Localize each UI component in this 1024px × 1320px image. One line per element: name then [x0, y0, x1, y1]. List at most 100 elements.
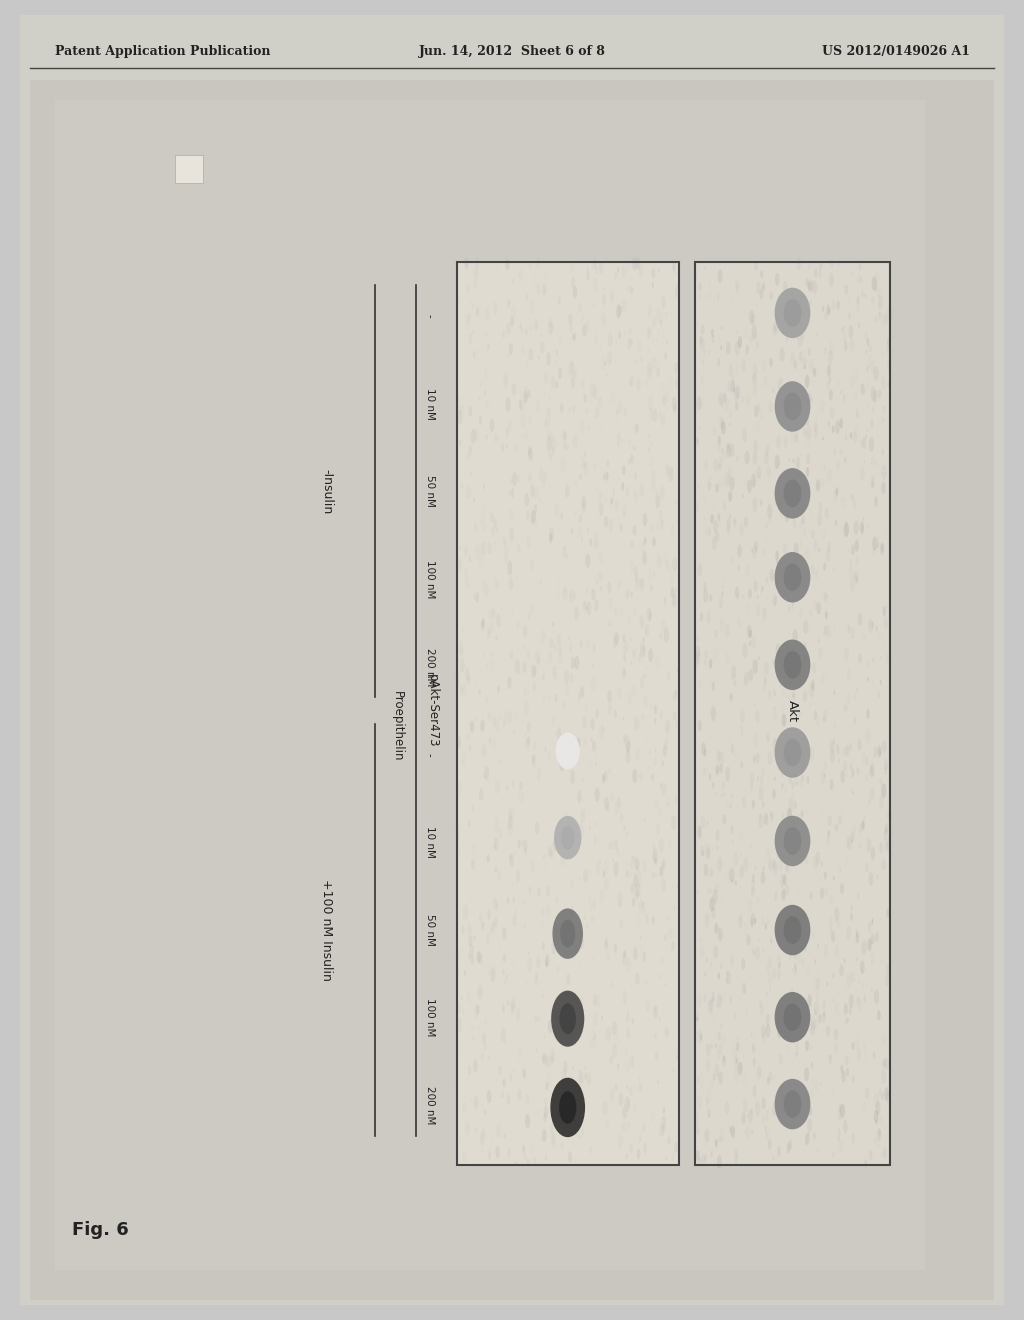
Ellipse shape — [777, 1146, 781, 1156]
Ellipse shape — [468, 445, 472, 455]
Ellipse shape — [646, 665, 647, 669]
Ellipse shape — [834, 449, 836, 455]
Ellipse shape — [759, 939, 760, 942]
Ellipse shape — [616, 796, 622, 809]
Ellipse shape — [829, 407, 835, 420]
Ellipse shape — [828, 341, 834, 355]
Ellipse shape — [570, 1035, 572, 1039]
Ellipse shape — [705, 843, 710, 858]
Ellipse shape — [627, 1122, 630, 1131]
Ellipse shape — [794, 800, 797, 809]
Ellipse shape — [549, 850, 552, 858]
Ellipse shape — [804, 364, 806, 370]
Ellipse shape — [842, 326, 844, 333]
Ellipse shape — [499, 715, 501, 719]
Ellipse shape — [760, 271, 763, 277]
Ellipse shape — [852, 791, 853, 795]
Ellipse shape — [523, 663, 527, 672]
Ellipse shape — [567, 746, 568, 750]
Ellipse shape — [600, 347, 601, 351]
Ellipse shape — [620, 919, 623, 929]
Bar — [457, 261, 679, 1164]
Ellipse shape — [626, 862, 628, 866]
Ellipse shape — [800, 523, 802, 531]
Ellipse shape — [475, 306, 479, 317]
Ellipse shape — [854, 570, 858, 582]
Ellipse shape — [778, 859, 782, 871]
Ellipse shape — [796, 457, 800, 469]
Ellipse shape — [520, 766, 521, 770]
Ellipse shape — [816, 602, 821, 615]
Ellipse shape — [729, 803, 732, 809]
Ellipse shape — [849, 325, 853, 338]
Ellipse shape — [605, 499, 606, 503]
Ellipse shape — [603, 771, 607, 783]
Ellipse shape — [484, 585, 489, 598]
Ellipse shape — [720, 962, 723, 970]
Ellipse shape — [764, 376, 767, 387]
Ellipse shape — [553, 1008, 558, 1023]
Ellipse shape — [801, 810, 804, 818]
Ellipse shape — [725, 397, 730, 411]
Ellipse shape — [762, 917, 764, 925]
Ellipse shape — [739, 523, 743, 536]
Ellipse shape — [885, 825, 888, 834]
Ellipse shape — [871, 622, 873, 628]
Ellipse shape — [595, 709, 599, 719]
Ellipse shape — [794, 360, 797, 370]
Ellipse shape — [774, 727, 810, 777]
Ellipse shape — [788, 673, 793, 685]
Ellipse shape — [718, 269, 723, 284]
Ellipse shape — [593, 644, 596, 652]
Ellipse shape — [573, 593, 577, 601]
Ellipse shape — [664, 550, 669, 564]
Ellipse shape — [743, 516, 748, 528]
Ellipse shape — [795, 433, 799, 442]
Ellipse shape — [696, 1150, 699, 1160]
Ellipse shape — [588, 895, 592, 906]
Ellipse shape — [650, 441, 653, 447]
Ellipse shape — [542, 1055, 545, 1064]
Ellipse shape — [498, 265, 499, 269]
Ellipse shape — [503, 953, 506, 962]
Ellipse shape — [760, 776, 764, 785]
Ellipse shape — [671, 814, 676, 830]
Ellipse shape — [470, 470, 472, 477]
Ellipse shape — [774, 816, 810, 866]
Ellipse shape — [841, 809, 843, 814]
Ellipse shape — [787, 665, 788, 669]
Ellipse shape — [819, 876, 820, 882]
Ellipse shape — [593, 463, 596, 470]
Ellipse shape — [674, 1142, 678, 1152]
Ellipse shape — [673, 711, 677, 721]
Ellipse shape — [872, 657, 873, 661]
Ellipse shape — [655, 656, 659, 671]
Ellipse shape — [606, 459, 609, 467]
Ellipse shape — [468, 954, 470, 960]
Ellipse shape — [645, 978, 647, 986]
Ellipse shape — [658, 1016, 660, 1022]
Ellipse shape — [475, 257, 479, 269]
Ellipse shape — [646, 799, 647, 803]
Ellipse shape — [785, 999, 790, 1011]
Ellipse shape — [776, 560, 778, 564]
Ellipse shape — [828, 260, 830, 264]
Ellipse shape — [607, 351, 612, 366]
Ellipse shape — [662, 296, 666, 309]
Ellipse shape — [654, 718, 656, 725]
Ellipse shape — [774, 904, 810, 956]
Ellipse shape — [614, 499, 618, 511]
Ellipse shape — [623, 504, 628, 516]
Text: 200 nM: 200 nM — [425, 1086, 434, 1125]
Ellipse shape — [636, 359, 637, 364]
Ellipse shape — [524, 492, 529, 507]
Ellipse shape — [611, 982, 612, 987]
Ellipse shape — [582, 496, 586, 510]
Ellipse shape — [774, 693, 776, 696]
Ellipse shape — [547, 447, 550, 457]
Ellipse shape — [861, 292, 863, 298]
Ellipse shape — [743, 677, 746, 686]
Ellipse shape — [753, 659, 758, 675]
Ellipse shape — [700, 1154, 706, 1167]
Ellipse shape — [486, 858, 488, 863]
